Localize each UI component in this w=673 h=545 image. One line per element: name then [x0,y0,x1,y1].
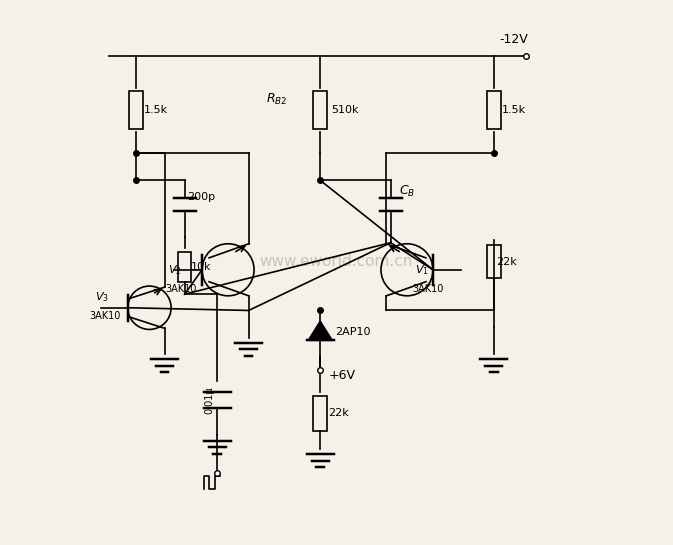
Text: 1.5k: 1.5k [144,105,168,115]
Bar [314,91,327,129]
Text: $V_2$: $V_2$ [168,263,182,277]
Text: 2AP10: 2AP10 [335,327,370,337]
Text: 10k: 10k [191,262,212,272]
Bar [487,91,501,129]
Text: 3AK10: 3AK10 [166,284,197,294]
Text: www.eworld.com.cn: www.eworld.com.cn [260,254,413,269]
Text: 22k: 22k [328,409,349,419]
Text: $C_B$: $C_B$ [399,184,415,199]
Bar [487,245,501,278]
Text: +6V: +6V [328,369,355,382]
Polygon shape [308,322,332,340]
Text: $V_3$: $V_3$ [95,290,109,304]
Text: 1.5k: 1.5k [502,105,526,115]
Bar [129,91,143,129]
Bar [314,396,327,431]
Text: -12V: -12V [499,33,528,46]
Text: $R_{B2}$: $R_{B2}$ [266,92,287,106]
Text: $V_1$: $V_1$ [415,263,429,277]
Text: 3AK10: 3AK10 [413,284,444,294]
Text: 3AK10: 3AK10 [90,311,121,321]
Bar [178,252,191,282]
Text: 22k: 22k [497,257,518,267]
Text: 200p: 200p [187,192,215,202]
Text: 510k: 510k [331,105,359,115]
Text: 0.01μ: 0.01μ [204,386,214,414]
